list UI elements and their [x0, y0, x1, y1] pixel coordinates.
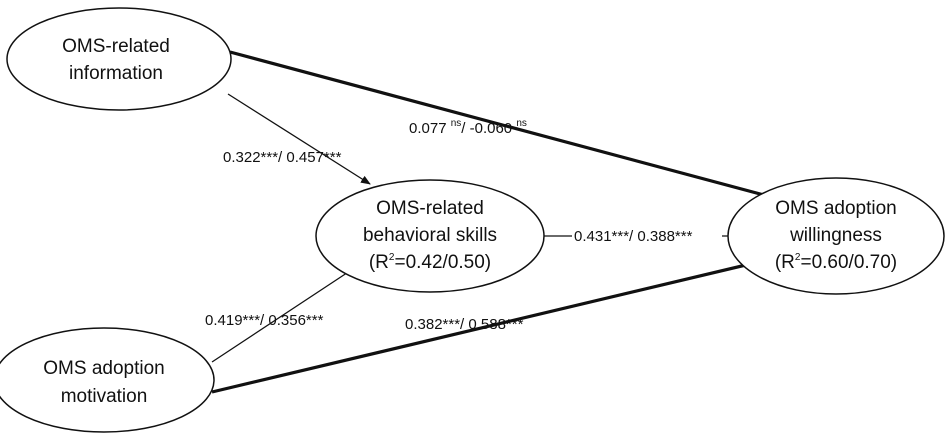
node-skills-line1: OMS-related	[376, 198, 484, 219]
node-willingness-line1: OMS adoption	[775, 198, 896, 219]
node-willingness-r2: (R2=0.60/0.70)	[775, 252, 897, 273]
node-oms-adoption-willingness	[727, 177, 945, 295]
edge-label-skills-to-willingness: 0.431***/ 0.388***	[574, 228, 693, 245]
edge-motivation-to-willingness	[211, 252, 789, 394]
node-oms-related-information	[6, 7, 232, 111]
edge-info-to-willingness	[229, 50, 791, 204]
node-info-line2: information	[69, 63, 163, 84]
node-oms-related-behavioral-skills	[315, 179, 545, 293]
node-skills-r2: (R2=0.42/0.50)	[369, 252, 491, 273]
edge-label-motivation-to-willingness: 0.382***/ 0.588***	[405, 316, 524, 333]
edge-label-motivation-to-skills: 0.419***/ 0.356***	[205, 312, 324, 329]
node-motivation-line1: OMS adoption	[43, 358, 164, 379]
edge-label-info-to-willingness: 0.077 ns/ -0.060 ns	[409, 118, 527, 137]
node-willingness-line2: willingness	[789, 225, 882, 246]
node-info-line1: OMS-related	[62, 36, 170, 57]
edge-motivation-to-skills	[211, 260, 366, 363]
node-skills-line2: behavioral skills	[363, 225, 497, 246]
node-motivation-line2: motivation	[61, 386, 148, 407]
edge-label-info-to-skills: 0.322***/ 0.457***	[223, 149, 342, 166]
node-oms-adoption-motivation	[0, 327, 215, 433]
edge-info-to-skills	[227, 93, 371, 185]
